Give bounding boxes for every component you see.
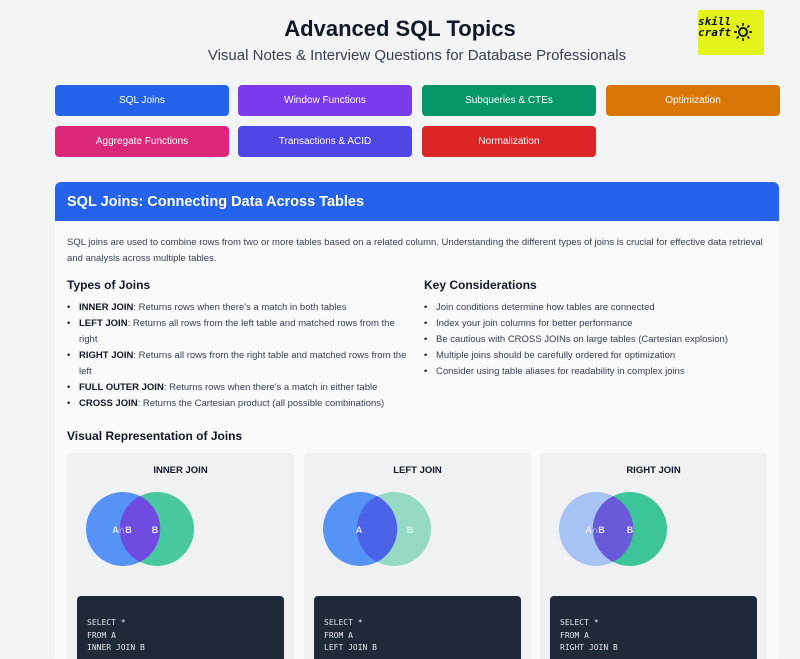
term: INNER JOIN: [79, 302, 134, 313]
considerations-list: Join conditions determine how tables are…: [424, 300, 769, 380]
list-item: Join conditions determine how tables are…: [424, 300, 769, 316]
section-intro: SQL joins are used to combine rows from …: [67, 237, 763, 264]
overlap-region: [119, 496, 161, 562]
types-title: Types of Joins: [67, 278, 151, 292]
logo-line-2: craft: [698, 26, 732, 39]
panel-title: RIGHT JOIN: [626, 465, 681, 476]
code-line: SELECT *: [324, 618, 363, 627]
desc: : Returns rows when there's a match in b…: [133, 302, 347, 313]
panel-title: LEFT JOIN: [393, 465, 442, 476]
code-line: INNER JOIN B: [87, 643, 145, 652]
list-item: RIGHT JOIN: Returns all rows from the ri…: [67, 348, 412, 380]
label-a: A∩B: [585, 525, 605, 535]
nav-optimization-button[interactable]: Optimization: [606, 85, 780, 116]
left-join-code: SELECT * FROM A LEFT JOIN B: [314, 596, 521, 659]
code-line: SELECT *: [87, 618, 126, 627]
visual-title: Visual Representation of Joins: [67, 429, 243, 443]
list-item: Consider using table aliases for readabi…: [424, 364, 769, 380]
list-item: LEFT JOIN: Returns all rows from the lef…: [67, 316, 412, 348]
right-join-venn-diagram: A∩B B: [559, 492, 667, 566]
logo-line-1: skill: [698, 15, 732, 28]
term: LEFT JOIN: [79, 318, 128, 329]
label-b: B: [627, 525, 634, 535]
section-title: SQL Joins: Connecting Data Across Tables: [55, 182, 779, 221]
nav-aggregate-functions-button[interactable]: Aggregate Functions: [55, 126, 229, 157]
page-title: Advanced SQL Topics: [284, 16, 516, 41]
inner-join-venn-diagram: A∩B B: [86, 492, 194, 566]
list-item: Index your join columns for better perfo…: [424, 316, 769, 332]
right-join-panel: RIGHT JOIN A∩B B SELECT * FROM A RIGHT JOI…: [540, 453, 767, 659]
label-a: A∩B: [112, 525, 132, 535]
nav-sql-joins-button[interactable]: SQL Joins: [55, 85, 229, 116]
page-header: Advanced SQL Topics Visual Notes & Inter…: [0, 0, 800, 80]
right-join-code: SELECT * FROM A RIGHT JOIN B: [550, 596, 757, 659]
skillcraft-logo: skill craft: [698, 10, 764, 55]
code-line: FROM A: [324, 630, 353, 640]
label-b: B: [407, 525, 414, 535]
nav-subqueries-ctes-button[interactable]: Subqueries & CTEs: [422, 85, 596, 116]
list-item: CROSS JOIN: Returns the Cartesian produc…: [67, 396, 412, 412]
sunburst-icon: [734, 23, 752, 41]
list-item: FULL OUTER JOIN: Returns rows when there…: [67, 380, 412, 396]
join-types-list: INNER JOIN: Returns rows when there's a …: [67, 300, 412, 412]
desc: : Returns all rows from the left table a…: [79, 318, 395, 345]
left-join-venn-diagram: A B: [323, 492, 431, 566]
left-join-panel: LEFT JOIN A B SELECT * FROM A LEFT JOIN B: [304, 453, 531, 659]
list-item: Be cautious with CROSS JOINs on large ta…: [424, 332, 769, 348]
term: CROSS JOIN: [79, 398, 138, 409]
considerations-title: Key Considerations: [424, 278, 537, 292]
inner-join-code: SELECT * FROM A INNER JOIN B: [77, 596, 284, 659]
desc: : Returns the Cartesian product (all pos…: [137, 398, 385, 409]
code-line: RIGHT JOIN B: [560, 643, 618, 652]
inner-join-panel: INNER JOIN A∩B B SELECT * FROM A INNER JOI…: [67, 453, 294, 659]
label-b: B: [152, 525, 159, 535]
overlap-region: [356, 496, 398, 562]
code-line: SELECT *: [560, 618, 599, 627]
overlap-region: [592, 496, 634, 562]
code-line: FROM A: [560, 630, 589, 640]
code-line: FROM A: [87, 630, 116, 640]
label-a: A: [356, 525, 363, 535]
nav-transactions-acid-button[interactable]: Transactions & ACID: [238, 126, 412, 157]
sql-joins-section: SQL Joins: Connecting Data Across Tables…: [55, 182, 779, 659]
desc: : Returns all rows from the right table …: [79, 350, 407, 377]
page-subtitle: Visual Notes & Interview Questions for D…: [207, 47, 627, 64]
code-line: LEFT JOIN B: [324, 643, 377, 652]
nav-window-functions-button[interactable]: Window Functions: [238, 85, 412, 116]
list-item: INNER JOIN: Returns rows when there's a …: [67, 300, 412, 316]
desc: : Returns rows when there's a match in e…: [163, 382, 378, 393]
term: FULL OUTER JOIN: [79, 382, 164, 393]
list-item: Multiple joins should be carefully order…: [424, 348, 769, 364]
logo-text: skill craft: [698, 16, 731, 38]
panel-title: INNER JOIN: [153, 465, 208, 476]
nav-normalization-button[interactable]: Normalization: [422, 126, 596, 157]
term: RIGHT JOIN: [79, 350, 134, 361]
